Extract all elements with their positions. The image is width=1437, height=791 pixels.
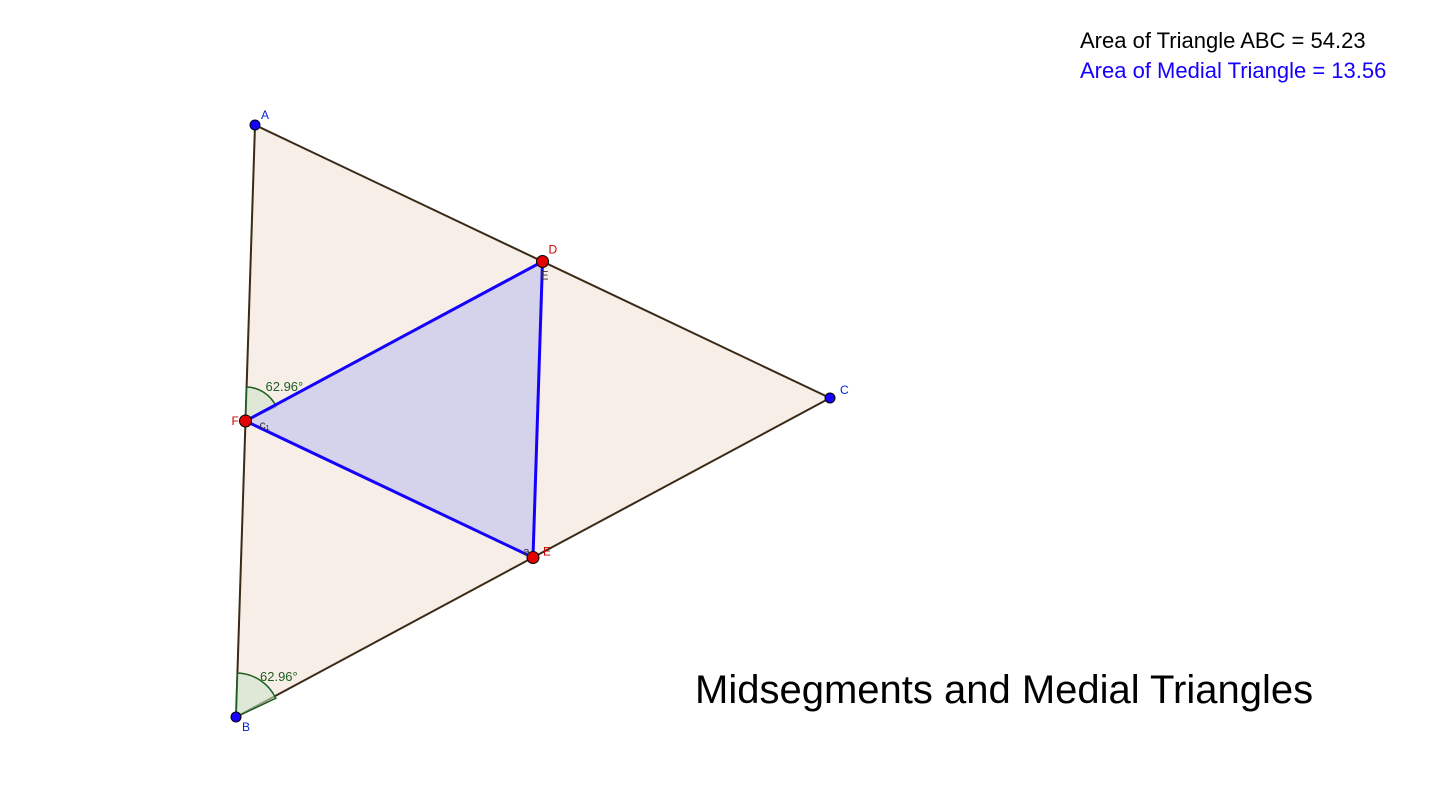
midpoint-F[interactable]	[240, 415, 252, 427]
area-medial-text: Area of Medial Triangle = 13.56	[1080, 58, 1386, 84]
vertex-label-A: A	[261, 108, 269, 122]
vertex-A[interactable]	[250, 120, 260, 130]
midpoint-label-F: F	[232, 414, 239, 428]
midpoint-label-E: E	[543, 545, 551, 559]
vertex-B[interactable]	[231, 712, 241, 722]
angle-label-B: 62.96°	[260, 669, 298, 684]
sublabel-F: c₁	[260, 418, 270, 432]
sublabel-E: a	[523, 545, 530, 559]
area-abc-text: Area of Triangle ABC = 54.23	[1080, 28, 1366, 54]
diagram-title: Midsegments and Medial Triangles	[695, 668, 1313, 713]
vertex-label-B: B	[242, 720, 250, 734]
vertex-C[interactable]	[825, 393, 835, 403]
sublabel-D: E	[541, 269, 549, 283]
midpoint-D[interactable]	[537, 256, 549, 268]
midpoint-label-D: D	[549, 243, 558, 257]
vertex-label-C: C	[840, 383, 849, 397]
